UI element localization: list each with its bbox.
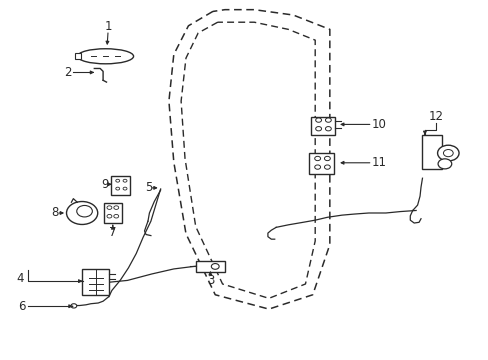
Text: 12: 12 (428, 110, 443, 123)
Circle shape (315, 118, 321, 122)
Circle shape (314, 165, 320, 169)
Bar (308, 153, 333, 174)
Bar (195, 261, 224, 272)
Text: 2: 2 (64, 66, 71, 79)
Text: 4: 4 (17, 272, 24, 285)
Bar (82, 269, 109, 296)
Bar (111, 176, 130, 195)
Circle shape (443, 149, 452, 157)
Circle shape (325, 118, 330, 122)
Circle shape (123, 179, 127, 182)
Text: 9: 9 (101, 178, 109, 191)
Circle shape (114, 206, 119, 210)
Circle shape (66, 202, 98, 225)
Circle shape (315, 127, 321, 131)
Circle shape (107, 206, 112, 210)
FancyBboxPatch shape (75, 53, 81, 59)
Bar (422, 135, 441, 169)
Circle shape (114, 215, 119, 218)
Text: 6: 6 (19, 300, 26, 313)
Circle shape (116, 187, 120, 190)
Circle shape (107, 215, 112, 218)
Bar (311, 117, 334, 135)
Circle shape (77, 206, 92, 217)
Circle shape (325, 127, 330, 131)
Circle shape (314, 156, 320, 161)
Ellipse shape (77, 49, 133, 64)
Circle shape (437, 145, 458, 161)
Circle shape (211, 264, 219, 269)
Text: 10: 10 (370, 118, 386, 131)
Circle shape (71, 304, 77, 308)
Text: 5: 5 (144, 181, 152, 194)
Text: 8: 8 (51, 207, 58, 220)
Circle shape (324, 165, 330, 169)
Circle shape (123, 187, 127, 190)
Circle shape (116, 179, 120, 182)
Text: 7: 7 (109, 226, 116, 239)
Text: 1: 1 (104, 20, 111, 33)
Bar (104, 203, 122, 223)
Text: 11: 11 (370, 156, 386, 169)
Text: 3: 3 (206, 274, 214, 287)
Circle shape (437, 159, 451, 169)
Circle shape (324, 156, 330, 161)
